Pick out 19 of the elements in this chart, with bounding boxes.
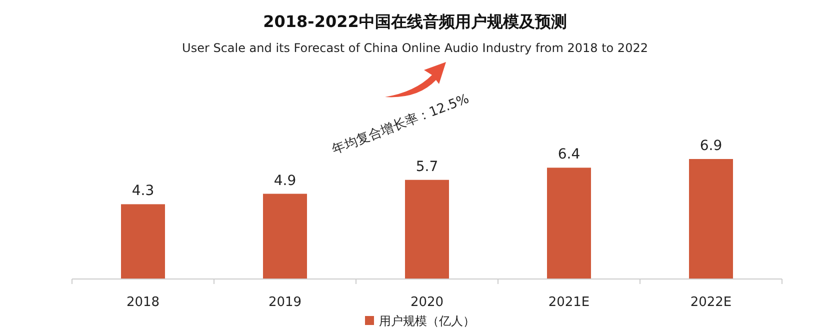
- x-tick-label: 2022E: [690, 295, 732, 310]
- bar: [121, 204, 165, 279]
- text: 年均复合增长率：12.5%: [330, 90, 472, 158]
- chart-subtitle: User Scale and its Forecast of China Online Audio Industry from 2018 to 2022: [182, 41, 648, 55]
- data-label: 4.9: [274, 172, 296, 189]
- x-tick-label: 2021E: [548, 295, 590, 310]
- data-label: 4.3: [132, 183, 154, 200]
- x-tick-label: 2018: [126, 295, 160, 310]
- data-label: 6.4: [558, 146, 580, 163]
- chart-title: 2018-2022中国在线音频用户规模及预测: [263, 12, 567, 31]
- data-label: 5.7: [416, 158, 438, 175]
- bar: [689, 159, 733, 279]
- data-label: 6.9: [700, 138, 722, 154]
- legend-label: 用户规模（亿人）: [379, 314, 475, 328]
- bar: [405, 180, 449, 279]
- bar: [547, 168, 591, 279]
- bar: [263, 194, 307, 279]
- x-tick-label: 2019: [268, 295, 302, 310]
- x-tick-label: 2020: [410, 295, 444, 310]
